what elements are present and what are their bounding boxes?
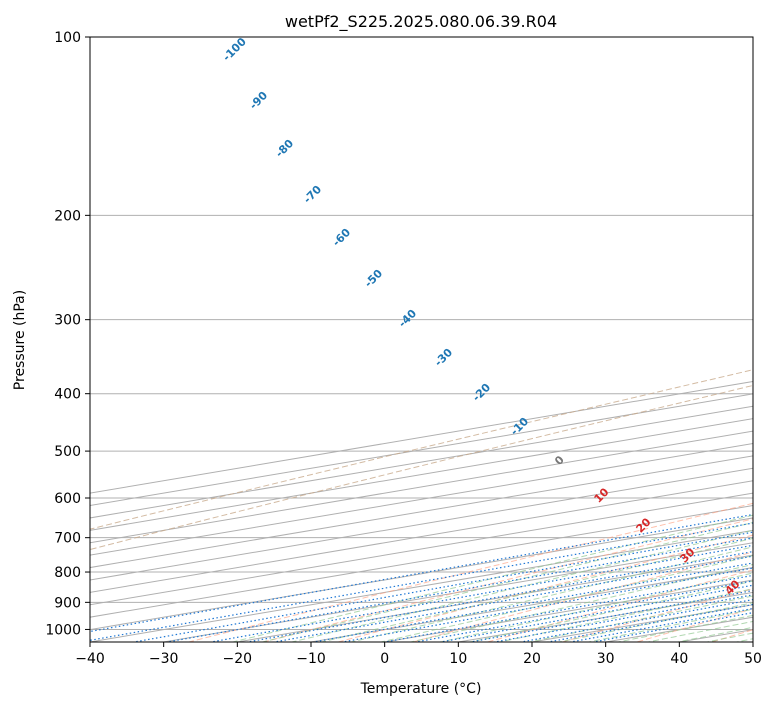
- mixing-ratio-line: [90, 513, 753, 633]
- y-tick-label: 600: [54, 491, 81, 507]
- background-lines: [90, 37, 753, 642]
- reference-curve: [90, 384, 753, 551]
- isotherm-gridline: [90, 467, 753, 581]
- isotherm-gridline: [90, 492, 753, 606]
- y-tick-label: 400: [54, 387, 81, 403]
- isotherm-gridline: [90, 430, 753, 544]
- mixing-ratio-line: [567, 607, 753, 642]
- mixing-ratio-line: [270, 555, 753, 642]
- y-tick-label: 900: [54, 595, 81, 611]
- mixing-ratio-line: [517, 598, 753, 642]
- y-tick-label: 1000: [45, 622, 81, 638]
- y-axis-label: Pressure (hPa): [12, 290, 28, 390]
- mixing-ratio-line: [207, 544, 753, 642]
- moist-adiabat: [526, 595, 753, 642]
- x-tick-label: −20: [223, 651, 253, 667]
- isotherm-gridline: [90, 442, 753, 556]
- x-axis-label: Temperature (°C): [360, 681, 482, 697]
- isotherm-gridline: [90, 455, 753, 569]
- moist-adiabat: [349, 546, 753, 642]
- mixing-ratio-line: [544, 603, 753, 642]
- mixing-ratio-line: [130, 531, 753, 642]
- moist-adiabat: [497, 588, 753, 642]
- y-tick-label: 200: [54, 208, 81, 224]
- y-tick-label: 300: [54, 313, 81, 329]
- plot-frame: [89, 36, 754, 643]
- chart-title: wetPf2_S225.2025.080.06.39.R04: [285, 12, 557, 32]
- y-tick-label: 700: [54, 531, 81, 547]
- x-tick-label: 20: [523, 651, 541, 667]
- y-tick-label: 100: [54, 30, 81, 46]
- y-tick-label: 800: [54, 565, 81, 581]
- y-tick-label: 500: [54, 444, 81, 460]
- x-tick-label: −40: [75, 651, 105, 667]
- isotherm-gridline: [90, 505, 753, 618]
- dry-adiabat: [186, 502, 753, 642]
- moist-adiabat: [230, 514, 753, 642]
- moist-adiabat: [260, 521, 753, 642]
- moist-adiabat: [408, 563, 753, 642]
- isotherm-gridline: [90, 517, 753, 631]
- isotherm-gridline: [90, 529, 753, 642]
- x-tick-label: 50: [744, 651, 762, 667]
- x-tick-label: 0: [380, 651, 389, 667]
- x-tick-label: −10: [296, 651, 326, 667]
- x-tick-label: 30: [597, 651, 615, 667]
- mixing-ratio-line: [244, 550, 753, 642]
- x-tick-label: 40: [670, 651, 688, 667]
- x-tick-label: −30: [149, 651, 179, 667]
- x-tick-label: 10: [449, 651, 467, 667]
- moist-adiabat: [378, 555, 753, 642]
- axis-ticks: −40 −30 −20 −10 0 10 20 30 40 50 1000 900 800 700 600 5…: [45, 30, 762, 667]
- moist-adiabat: [438, 572, 753, 642]
- isotherm-gridline: [90, 480, 753, 593]
- mixing-ratio-line: [310, 562, 753, 642]
